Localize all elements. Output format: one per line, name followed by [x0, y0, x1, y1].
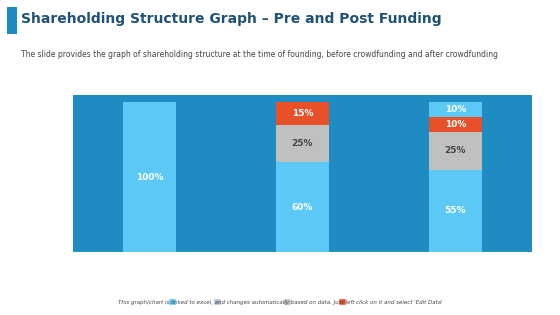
FancyBboxPatch shape — [7, 7, 17, 33]
Bar — [428, 117, 482, 132]
Title: Company Name – Shareholding Structure: Company Name – Shareholding Structure — [174, 78, 431, 88]
Bar — [428, 132, 482, 169]
Text: 15%: 15% — [292, 109, 313, 118]
Bar — [428, 102, 482, 117]
Bar — [428, 169, 482, 252]
Text: 10%: 10% — [445, 105, 466, 114]
Text: 10%: 10% — [445, 120, 466, 129]
Bar — [123, 102, 176, 252]
Bar — [276, 162, 329, 252]
Text: 60%: 60% — [292, 203, 313, 211]
Text: 25%: 25% — [445, 146, 466, 155]
Legend: Founder, Seed Investors, Employees, CrowdFunding Investors: Founder, Seed Investors, Employees, Crow… — [166, 296, 439, 308]
Text: 55%: 55% — [445, 206, 466, 215]
Text: Shareholding Structure Graph – Pre and Post Funding: Shareholding Structure Graph – Pre and P… — [21, 12, 442, 26]
Text: This graph/chart is linked to excel, and changes automatically based on data. Ju: This graph/chart is linked to excel, and… — [118, 300, 442, 305]
Bar — [276, 102, 329, 124]
Text: 25%: 25% — [292, 139, 313, 148]
Text: The slide provides the graph of shareholding structure at the time of founding, : The slide provides the graph of sharehol… — [21, 50, 498, 59]
Text: 100%: 100% — [136, 173, 163, 181]
Bar — [276, 124, 329, 162]
